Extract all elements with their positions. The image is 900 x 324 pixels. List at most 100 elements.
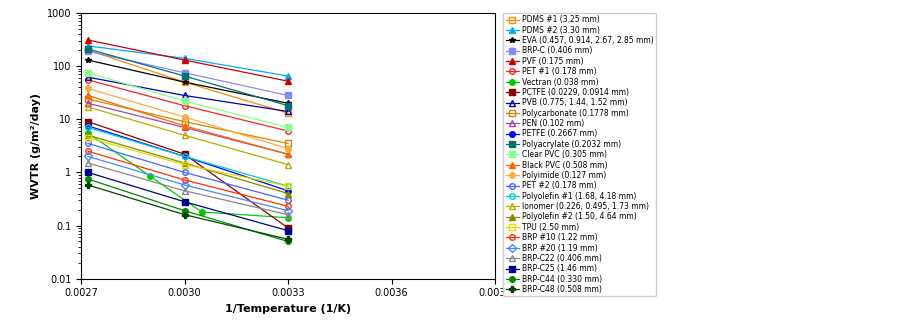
PVF (0.175 mm) <box>179 58 190 62</box>
Black PVC (0.508 mm) <box>179 124 190 128</box>
PDMS #1 (3.25 mm) <box>283 111 293 115</box>
PETFE (0.2667 mm) <box>179 155 190 158</box>
Line: Polycarbonate (0.1778 mm): Polycarbonate (0.1778 mm) <box>86 96 291 146</box>
Line: TPU (2.50 mm): TPU (2.50 mm) <box>86 135 291 189</box>
Polycarbonate (0.1778 mm) <box>83 97 94 101</box>
Line: Black PVC (0.508 mm): Black PVC (0.508 mm) <box>86 93 291 157</box>
Line: Vectran (0.038 mm): Vectran (0.038 mm) <box>86 130 291 221</box>
BRP-C25 (1.46 mm) <box>83 170 94 174</box>
EVA (0.457, 0.914, 2.67, 2.85 mm) <box>283 101 293 105</box>
BRP #20 (1.19 mm) <box>179 183 190 187</box>
Legend: PDMS #1 (3.25 mm), PDMS #2 (3.30 mm), EVA (0.457, 0.914, 2.67, 2.85 mm), BRP-C (: PDMS #1 (3.25 mm), PDMS #2 (3.30 mm), EV… <box>503 13 656 296</box>
BRP-C48 (0.508 mm) <box>283 237 293 241</box>
Line: Ionomer (0.226, 0.495, 1.73 mm): Ionomer (0.226, 0.495, 1.73 mm) <box>86 104 291 168</box>
Black PVC (0.508 mm) <box>283 152 293 156</box>
Clear PVC (0.305 mm) <box>283 125 293 129</box>
Polyimide (0.127 mm) <box>83 87 94 90</box>
Line: BRP #10 (1.22 mm): BRP #10 (1.22 mm) <box>86 148 291 209</box>
BRP-C (0.406 mm) <box>83 49 94 53</box>
PEN (0.102 mm) <box>83 101 94 105</box>
Line: BRP-C25 (1.46 mm): BRP-C25 (1.46 mm) <box>86 169 291 233</box>
PVB (0.775, 1.44, 1.52 mm) <box>83 75 94 79</box>
PET #1 (0.178 mm) <box>83 78 94 82</box>
Line: PETFE (0.2667 mm): PETFE (0.2667 mm) <box>86 123 291 193</box>
Vectran (0.038 mm) <box>196 210 207 214</box>
Line: Polyolefin #2 (1.50, 4.64 mm): Polyolefin #2 (1.50, 4.64 mm) <box>86 133 291 196</box>
Line: Polyolefin #1 (1.68, 4.18 mm): Polyolefin #1 (1.68, 4.18 mm) <box>86 125 291 189</box>
Clear PVC (0.305 mm) <box>83 71 94 75</box>
BRP #20 (1.19 mm) <box>283 209 293 213</box>
Polyolefin #1 (1.68, 4.18 mm) <box>179 155 190 158</box>
Ionomer (0.226, 0.495, 1.73 mm) <box>283 163 293 167</box>
Line: Polyimide (0.127 mm): Polyimide (0.127 mm) <box>86 86 291 151</box>
Vectran (0.038 mm) <box>283 216 293 220</box>
Ionomer (0.226, 0.495, 1.73 mm) <box>83 105 94 109</box>
BRP-C44 (0.330 mm) <box>283 239 293 243</box>
BRP-C25 (1.46 mm) <box>179 200 190 204</box>
BRP-C48 (0.508 mm) <box>83 183 94 187</box>
PCTFE (0.0229, 0.0914 mm) <box>83 120 94 124</box>
Polyolefin #1 (1.68, 4.18 mm) <box>83 125 94 129</box>
Line: PVF (0.175 mm): PVF (0.175 mm) <box>86 37 291 84</box>
BRP-C (0.406 mm) <box>283 94 293 98</box>
Line: Clear PVC (0.305 mm): Clear PVC (0.305 mm) <box>86 70 291 130</box>
BRP-C44 (0.330 mm) <box>83 177 94 181</box>
Line: PET #2 (0.178 mm): PET #2 (0.178 mm) <box>86 141 291 203</box>
TPU (2.50 mm) <box>83 136 94 140</box>
PVB (0.775, 1.44, 1.52 mm) <box>179 94 190 98</box>
Vectran (0.038 mm) <box>145 174 156 178</box>
BRP #10 (1.22 mm) <box>83 149 94 153</box>
Polyimide (0.127 mm) <box>179 115 190 119</box>
Line: Polyacrylate (0.2032 mm): Polyacrylate (0.2032 mm) <box>86 46 291 109</box>
Line: PDMS #1 (3.25 mm): PDMS #1 (3.25 mm) <box>86 47 291 116</box>
PETFE (0.2667 mm) <box>283 189 293 193</box>
PET #2 (0.178 mm) <box>83 142 94 145</box>
Line: PVB (0.775, 1.44, 1.52 mm): PVB (0.775, 1.44, 1.52 mm) <box>86 74 291 114</box>
Line: BRP-C (0.406 mm): BRP-C (0.406 mm) <box>86 49 291 98</box>
Line: PDMS #2 (3.30 mm): PDMS #2 (3.30 mm) <box>86 43 291 79</box>
PDMS #2 (3.30 mm) <box>83 44 94 48</box>
EVA (0.457, 0.914, 2.67, 2.85 mm) <box>83 58 94 62</box>
Polycarbonate (0.1778 mm) <box>283 142 293 145</box>
Line: PCTFE (0.0229, 0.0914 mm): PCTFE (0.0229, 0.0914 mm) <box>86 119 291 231</box>
PEN (0.102 mm) <box>283 152 293 156</box>
BRP-C22 (0.406 mm) <box>179 189 190 193</box>
PET #1 (0.178 mm) <box>179 104 190 108</box>
Line: BRP-C44 (0.330 mm): BRP-C44 (0.330 mm) <box>86 176 291 244</box>
PDMS #2 (3.30 mm) <box>179 56 190 60</box>
BRP-C22 (0.406 mm) <box>83 161 94 165</box>
Line: BRP-C22 (0.406 mm): BRP-C22 (0.406 mm) <box>86 160 291 217</box>
TPU (2.50 mm) <box>283 184 293 188</box>
PCTFE (0.0229, 0.0914 mm) <box>283 226 293 230</box>
EVA (0.457, 0.914, 2.67, 2.85 mm) <box>179 80 190 84</box>
PDMS #1 (3.25 mm) <box>83 48 94 52</box>
X-axis label: 1/Temperature (1/K): 1/Temperature (1/K) <box>225 304 351 314</box>
PEN (0.102 mm) <box>179 125 190 129</box>
Polyolefin #1 (1.68, 4.18 mm) <box>283 184 293 188</box>
Black PVC (0.508 mm) <box>83 94 94 98</box>
Clear PVC (0.305 mm) <box>179 99 190 103</box>
Polyacrylate (0.2032 mm) <box>179 74 190 78</box>
BRP-C25 (1.46 mm) <box>283 229 293 233</box>
PCTFE (0.0229, 0.0914 mm) <box>179 152 190 156</box>
BRP #20 (1.19 mm) <box>83 155 94 158</box>
Line: PEN (0.102 mm): PEN (0.102 mm) <box>86 100 291 157</box>
Polyimide (0.127 mm) <box>283 147 293 151</box>
Polyacrylate (0.2032 mm) <box>283 104 293 108</box>
PDMS #2 (3.30 mm) <box>283 74 293 78</box>
PET #2 (0.178 mm) <box>179 170 190 174</box>
PET #2 (0.178 mm) <box>283 198 293 202</box>
PVF (0.175 mm) <box>83 38 94 42</box>
Line: EVA (0.457, 0.914, 2.67, 2.85 mm): EVA (0.457, 0.914, 2.67, 2.85 mm) <box>86 57 291 106</box>
Line: BRP-C48 (0.508 mm): BRP-C48 (0.508 mm) <box>86 182 291 242</box>
PVB (0.775, 1.44, 1.52 mm) <box>283 110 293 113</box>
BRP #10 (1.22 mm) <box>179 178 190 182</box>
Polyolefin #2 (1.50, 4.64 mm) <box>179 161 190 165</box>
Polycarbonate (0.1778 mm) <box>179 120 190 124</box>
PVF (0.175 mm) <box>283 79 293 83</box>
PET #1 (0.178 mm) <box>283 129 293 133</box>
Ionomer (0.226, 0.495, 1.73 mm) <box>179 133 190 137</box>
BRP-C44 (0.330 mm) <box>179 209 190 213</box>
Line: PET #1 (0.178 mm): PET #1 (0.178 mm) <box>86 77 291 134</box>
BRP #10 (1.22 mm) <box>283 204 293 208</box>
